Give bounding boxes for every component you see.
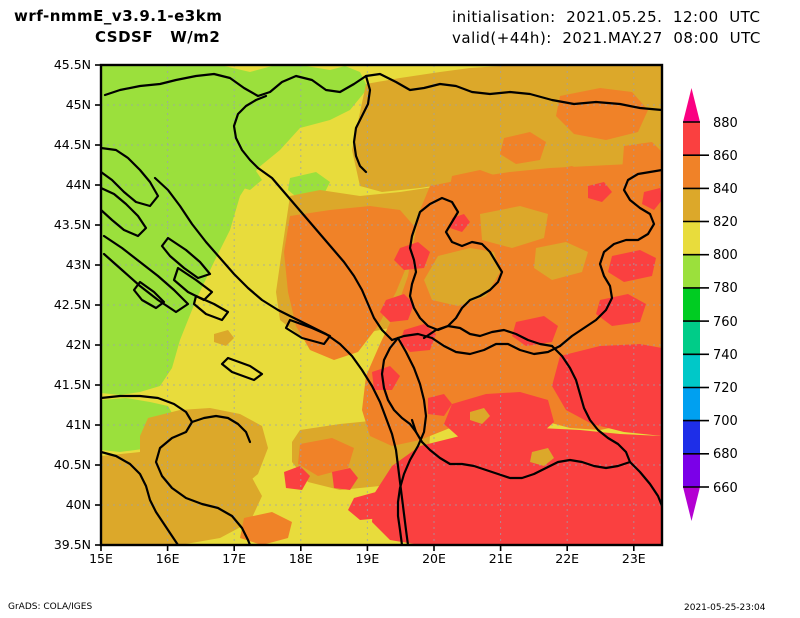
y-tick-label: 43N	[66, 257, 91, 272]
orange-blob-ne1	[556, 88, 648, 140]
colorbar-under-arrow	[683, 487, 700, 521]
x-tick-label: 22E	[555, 551, 579, 566]
grads-credit: GrADS: COLA/IGES	[8, 602, 93, 612]
colorbar-band	[683, 254, 700, 288]
map-gridlines	[101, 65, 662, 545]
model-title: wrf-nmmE_v3.9.1-e3km	[14, 7, 223, 25]
y-tick-label: 39.5N	[54, 537, 91, 552]
x-tick-label: 21E	[489, 551, 513, 566]
colorbar-label: 680	[713, 447, 738, 462]
colorbar-label: 860	[713, 149, 738, 164]
colorbar-separators	[683, 121, 700, 488]
red-macedonia	[444, 392, 554, 446]
colorbar-label: 780	[713, 281, 738, 296]
y-tick-label: 41.5N	[54, 377, 91, 392]
colorbar-label: 700	[713, 414, 738, 429]
orange-blob-s1	[298, 438, 354, 476]
red-patch-o	[642, 188, 662, 210]
colorbar-band	[683, 221, 700, 255]
orange-lowleft	[240, 512, 292, 545]
x-tick-label: 23E	[622, 551, 646, 566]
y-tick-label: 41N	[66, 417, 91, 432]
colorbar-band	[683, 122, 700, 156]
y-tick-label: 40.5N	[54, 457, 91, 472]
colorbar-band	[683, 354, 700, 388]
colorbar-band	[683, 420, 700, 454]
x-tick-label: 19E	[355, 551, 379, 566]
colorbar-label: 820	[713, 215, 738, 230]
colorbar-labels: 880 860 840 820 800 780 760 740 720 700 …	[713, 116, 738, 496]
red-patch-d	[428, 394, 452, 416]
x-tick-label: 20E	[422, 551, 446, 566]
y-tick-label: 44.5N	[54, 137, 91, 152]
colorbar-band	[683, 387, 700, 421]
valid-time: valid(+44h): 2021.MAY.27 08:00 UTC	[452, 29, 761, 47]
red-patch-e	[608, 250, 656, 282]
red-patch-l	[372, 366, 400, 390]
yellow-islet-1	[470, 408, 490, 424]
x-tick-label: 15E	[89, 551, 113, 566]
red-patch-h	[404, 474, 450, 502]
y-tick-label: 43.5N	[54, 217, 91, 232]
red-bulgaria	[552, 344, 662, 436]
map-borders	[101, 72, 662, 545]
orange-blob-ne2	[500, 132, 546, 164]
orange-blob-ne3	[622, 142, 662, 186]
red-patch-n	[588, 182, 612, 202]
yellow-islet-3	[214, 330, 234, 346]
colorbar-label: 840	[713, 182, 738, 197]
colorbar-label: 800	[713, 248, 738, 263]
x-tick-label: 16E	[156, 551, 180, 566]
colorbar-band	[683, 287, 700, 322]
y-tick-label: 45.5N	[54, 57, 91, 72]
x-tick-label: 18E	[289, 551, 313, 566]
colorbar-label: 720	[713, 381, 738, 396]
x-tick-label: 17E	[222, 551, 246, 566]
colorbar-over-arrow	[683, 88, 700, 122]
colorbar-label: 740	[713, 348, 738, 363]
variable-title: CSDSF W/m2	[95, 28, 221, 46]
axis-ticks	[95, 64, 635, 551]
colorbar-band	[683, 155, 700, 189]
colorbar-label: 880	[713, 116, 738, 131]
y-tick-label: 42N	[66, 337, 91, 352]
red-patch-j	[332, 468, 358, 490]
pocket-kosovo	[424, 248, 500, 306]
y-tick-label: 42.5N	[54, 297, 91, 312]
colorbar-label: 660	[713, 481, 738, 496]
contour-band-over-880	[372, 428, 662, 545]
y-tick-label: 40N	[66, 497, 91, 512]
red-patch-i	[348, 492, 388, 520]
orange-blob-mid	[448, 170, 502, 206]
red-patch-b	[380, 294, 414, 322]
yellow-islet-2	[530, 448, 554, 466]
render-timestamp: 2021-05-25-23:04	[684, 603, 766, 613]
colorbar-label: 760	[713, 315, 738, 330]
x-axis-labels: 15E 16E 17E 18E 19E 20E 21E 22E 23E	[89, 551, 646, 566]
pocket-bosnia	[480, 206, 548, 248]
colorbar-band	[683, 321, 700, 355]
colorbar-ticks	[700, 154, 709, 488]
colorbar: 880 860 840 820 800 780 760 740 720 700 …	[683, 88, 738, 521]
green-patch-2	[236, 168, 262, 190]
orange-dalmatia	[284, 206, 414, 360]
initialisation-time: initialisation: 2021.05.25. 12:00 UTC	[452, 8, 761, 26]
colorbar-band	[683, 188, 700, 222]
y-axis-labels: 39.5N 40N 40.5N 41N 41.5N 42N 42.5N 43N …	[54, 57, 91, 552]
colorbar-band	[683, 453, 700, 487]
map-field	[101, 65, 662, 545]
y-tick-label: 45N	[66, 97, 91, 112]
red-patch-m	[284, 466, 310, 490]
y-tick-label: 44N	[66, 177, 91, 192]
pocket-serbia	[534, 242, 588, 280]
orange-blob-ne4	[538, 166, 592, 200]
